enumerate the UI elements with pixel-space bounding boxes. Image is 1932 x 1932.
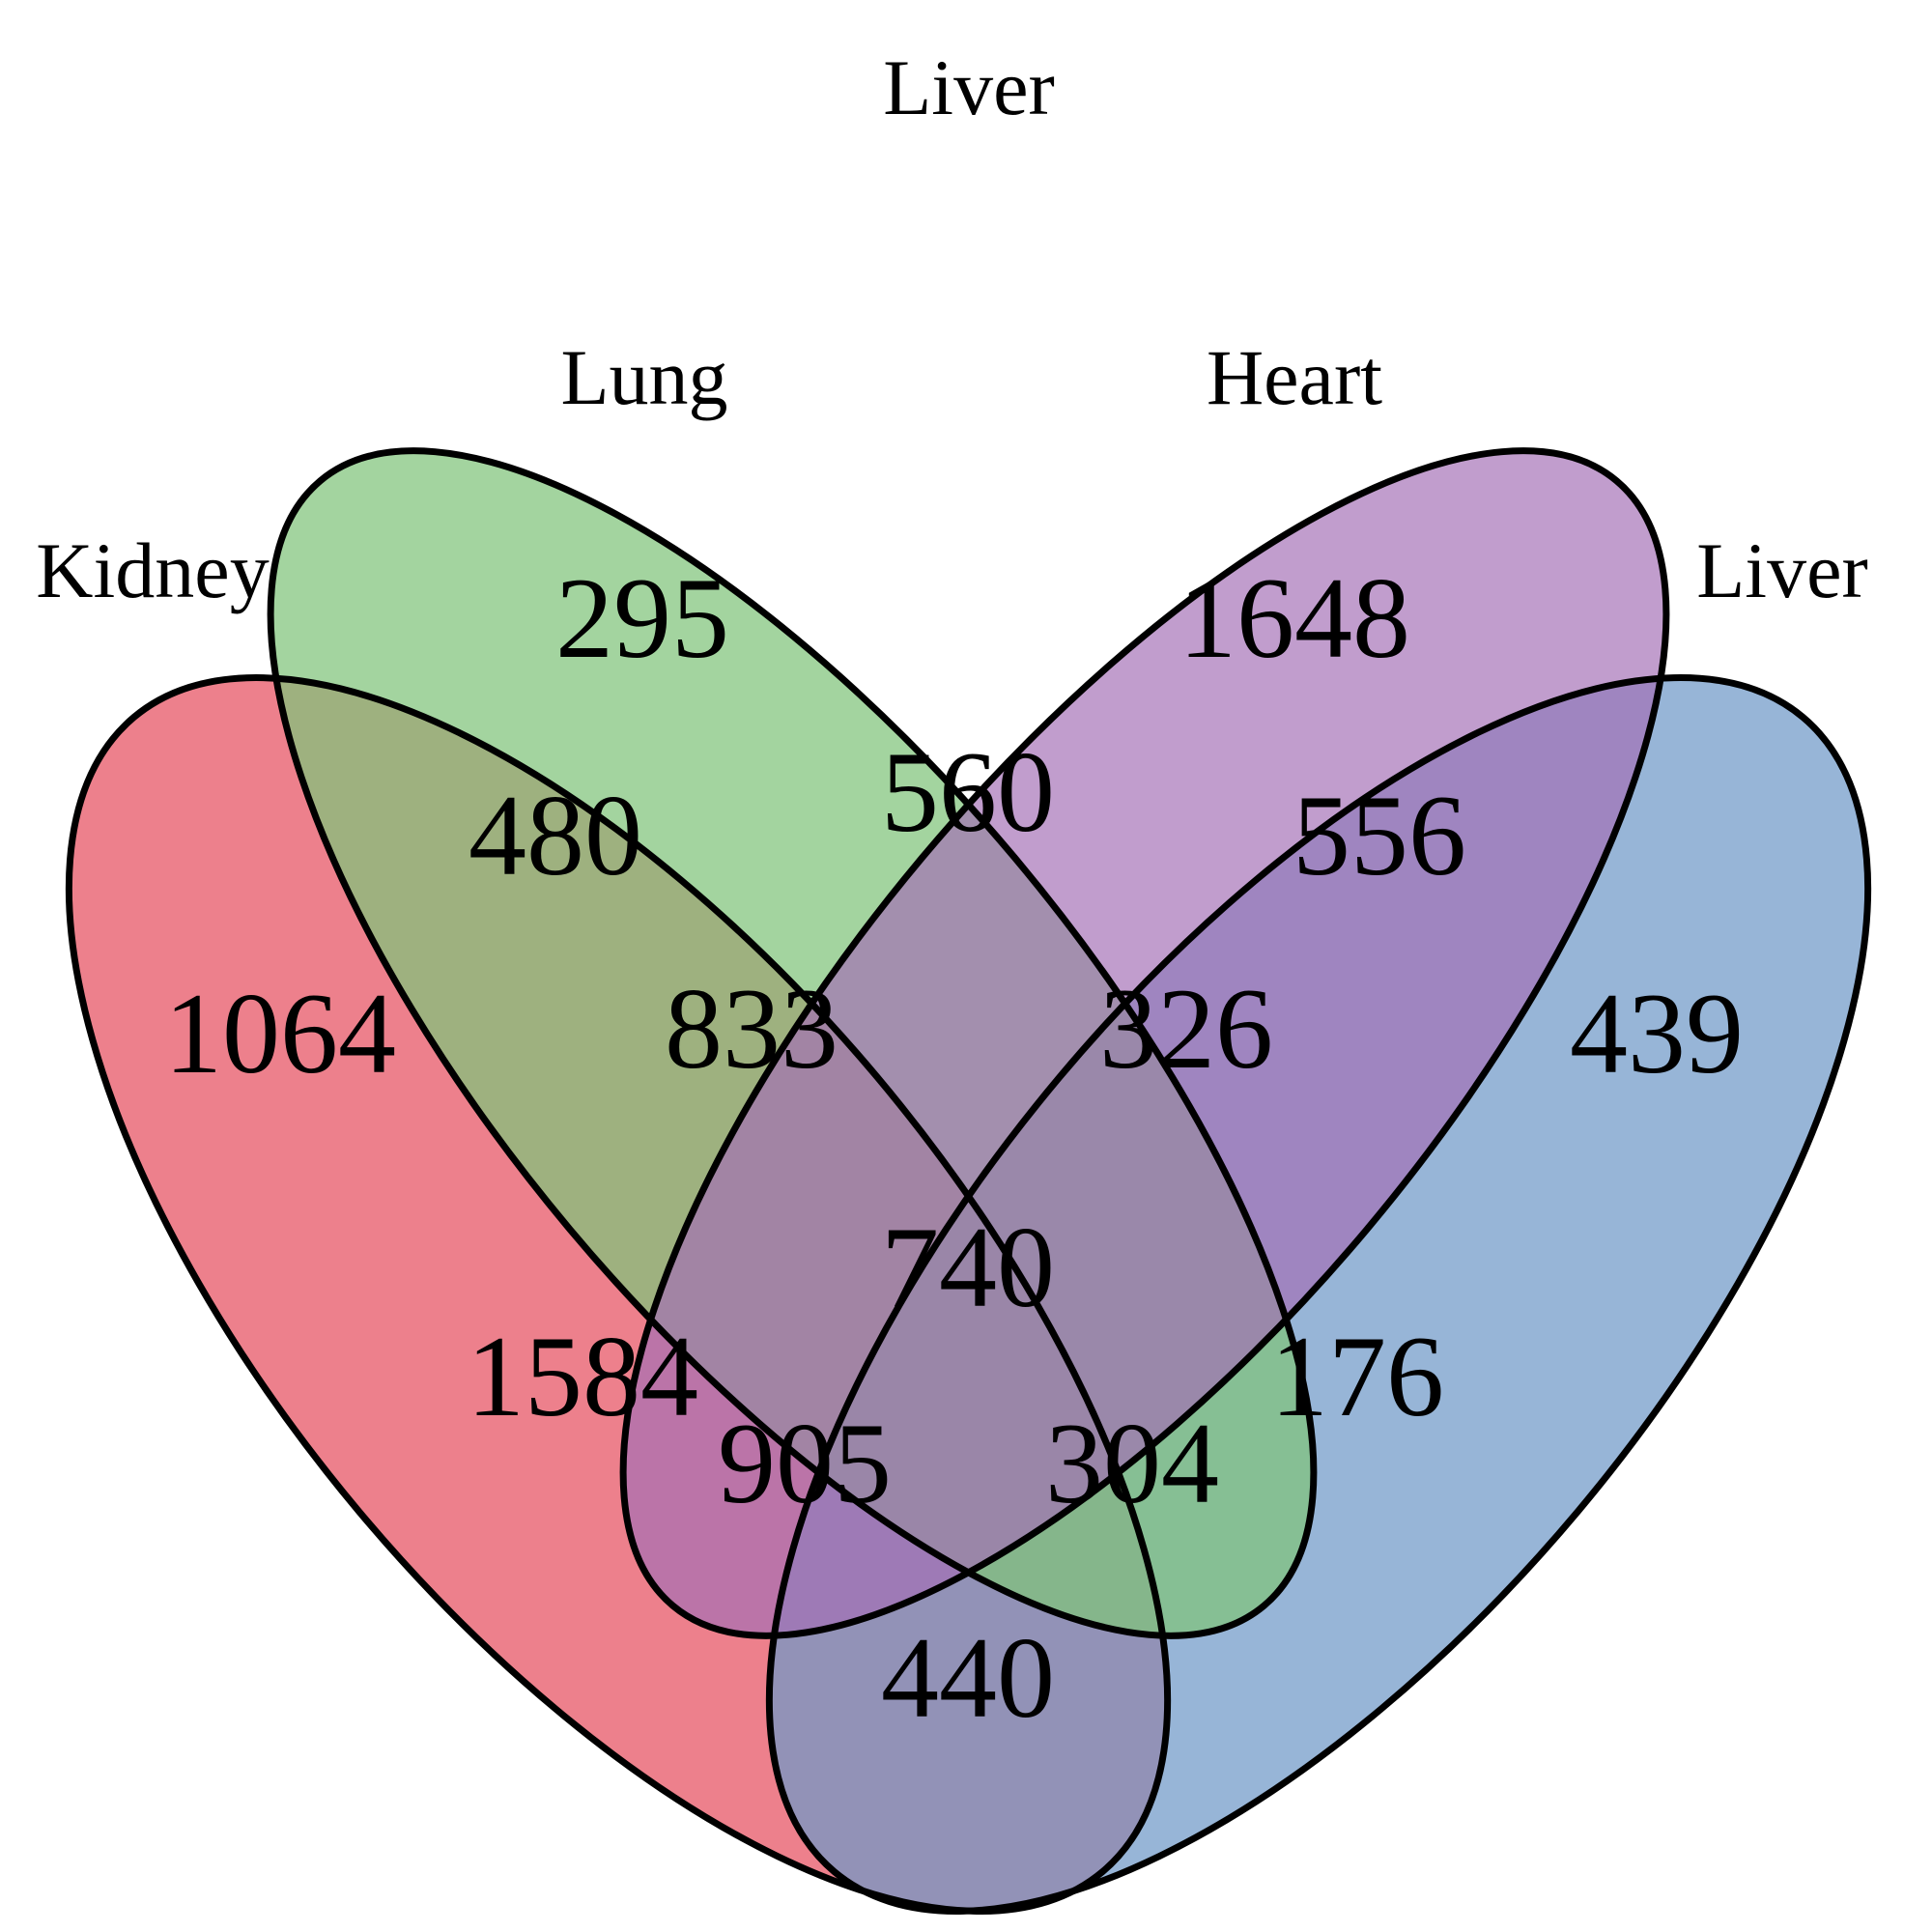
count-lung-heart-liver: 326 (1099, 964, 1273, 1093)
venn-ellipses (65, 447, 1872, 1915)
label-liver: Liver (1696, 526, 1868, 614)
count-heart-liver: 556 (1293, 771, 1466, 899)
label-lung: Lung (560, 333, 727, 421)
count-all-four: 740 (881, 1203, 1055, 1331)
count-kidney-lung-heart: 833 (665, 964, 838, 1093)
count-kidney-heart: 1584 (467, 1312, 698, 1440)
count-kidney-heart-liver: 905 (718, 1399, 892, 1527)
count-lung-heart: 560 (881, 727, 1055, 856)
count-kidney-lung: 480 (469, 771, 642, 899)
count-lung-only: 295 (555, 554, 729, 682)
label-kidney: Kidney (36, 526, 269, 614)
ellipse-outline-kidney (65, 674, 1172, 1915)
count-heart-only: 1648 (1179, 554, 1410, 682)
label-heart: Heart (1207, 333, 1382, 421)
diagram-title: Liver (883, 43, 1055, 131)
count-kidney-lung-liver: 304 (1045, 1399, 1219, 1527)
ellipse-outline-lung (267, 447, 1318, 1639)
set-labels: Liver Kidney Lung Heart Liver (36, 43, 1867, 614)
count-kidney-liver: 440 (881, 1613, 1055, 1742)
region-counts: 1064 295 1648 439 480 560 556 833 326 74… (164, 554, 1744, 1742)
ellipse-outline-heart (619, 447, 1670, 1639)
count-liver-only: 439 (1570, 969, 1744, 1097)
count-lung-liver: 176 (1270, 1312, 1444, 1440)
ellipse-outline-liver (765, 674, 1872, 1915)
count-kidney-only: 1064 (164, 969, 396, 1097)
